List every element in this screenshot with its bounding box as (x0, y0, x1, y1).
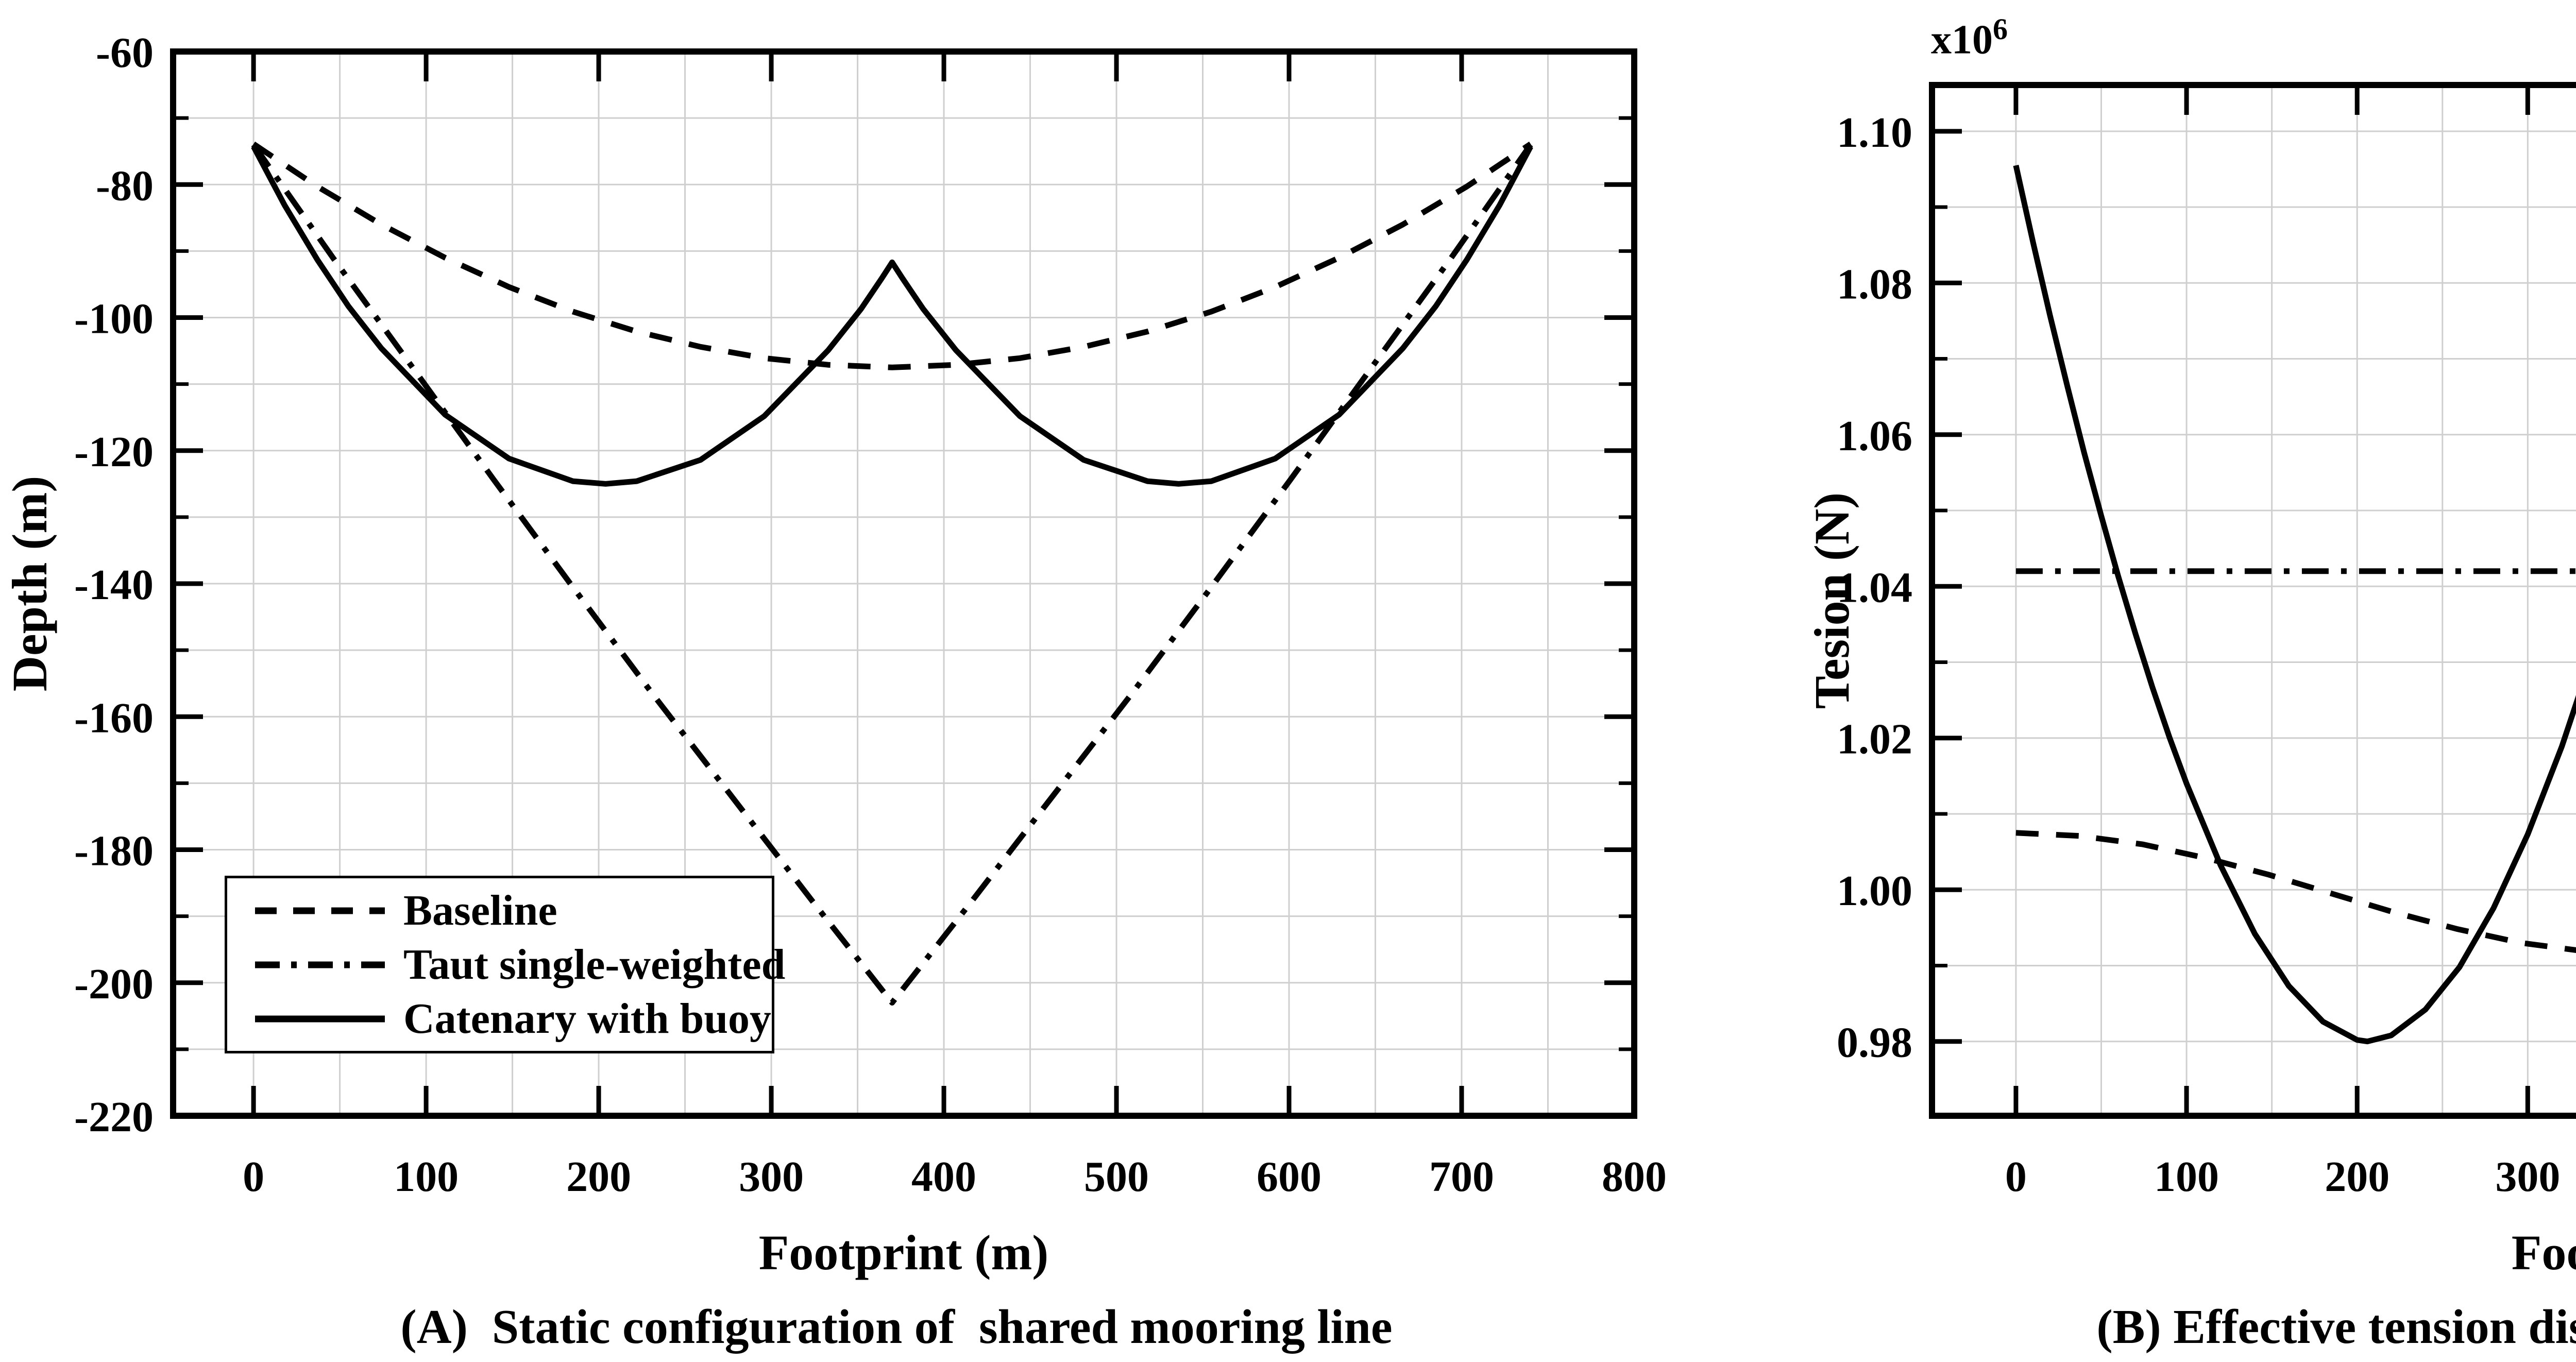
tick-labels: 0 100 200 300 400 500 600 700 800 -220 -200 -180 -16… (74, 29, 1667, 1201)
solid-line-sample-icon (255, 1015, 385, 1022)
x-tick-label: 200 (2325, 1153, 2389, 1201)
panel-b-plot: 01002003004005006007008000.981.001.021.0… (1837, 82, 2576, 1201)
legend-label: Taut single-weighted (403, 941, 786, 989)
y-tick-label: -100 (74, 295, 154, 343)
grid-lines (173, 52, 1635, 1116)
x-tick-label: 400 (911, 1153, 976, 1201)
y-tick-label: -120 (74, 428, 154, 476)
panel-a-caption: (A) Static configuration of shared moori… (400, 1300, 1393, 1354)
x-tick-label: 0 (2005, 1153, 2027, 1201)
series-solid-line (2013, 164, 2576, 1045)
y-tick-label: 1.08 (1837, 260, 1912, 308)
x-tick-label: 300 (2495, 1153, 2560, 1201)
panel-b-caption: (B) Effective tension distribution of sh… (2096, 1300, 2576, 1354)
exponent-power: 6 (1993, 12, 2008, 46)
exponent-base: x10 (1931, 17, 1993, 63)
panel-a-x-axis-title: Footprint (m) (758, 1225, 1049, 1280)
x-tick-label: 600 (1257, 1153, 1321, 1201)
x-tick-label: 0 (243, 1153, 264, 1201)
y-tick-label: -180 (74, 827, 154, 875)
y-tick-label: 0.98 (1837, 1019, 1912, 1067)
panel-a-legend: Baseline Taut single-weighted Catenary w… (225, 876, 785, 1053)
x-tick-label: 100 (394, 1153, 459, 1201)
x-tick-label: 300 (739, 1153, 804, 1201)
y-tick-label: -140 (74, 561, 154, 609)
grid-lines (1932, 85, 2576, 1116)
series-dashed-line (2015, 830, 2576, 953)
legend-item-catenary-with-buoy: Catenary with buoy (254, 994, 772, 1044)
dashed-line-sample-icon (255, 907, 385, 914)
legend-label: Catenary with buoy (403, 995, 772, 1043)
y-tick-label: -80 (96, 162, 154, 210)
y-tick-label: 1.04 (1837, 564, 1912, 611)
series-lines (2013, 164, 2576, 1045)
dashdot-line-sample-icon (255, 961, 385, 968)
legend-item-baseline: Baseline (254, 886, 772, 935)
x-tick-label: 100 (2154, 1153, 2219, 1201)
panel-a-y-axis-title: Depth (m) (2, 475, 57, 692)
series-lines (251, 141, 1533, 1006)
series-dashdot-line (251, 143, 1533, 1006)
tick-marks (1932, 85, 2530, 1116)
tick-labels: 01002003004005006007008000.981.001.021.0… (1837, 109, 2560, 1201)
y-tick-label: 1.06 (1837, 412, 1912, 460)
y-tick-label: 1.10 (1837, 109, 1912, 157)
x-tick-label: 700 (1429, 1153, 1494, 1201)
legend-label: Baseline (403, 887, 557, 934)
y-tick-label: 1.00 (1837, 867, 1912, 915)
panel-b-x-axis-title: Footprint (m) (2511, 1225, 2576, 1280)
axes-frame (170, 48, 1637, 1119)
series-dashed-line (252, 141, 1533, 370)
y-tick-label: 1.02 (1837, 716, 1912, 763)
y-tick-label: -220 (74, 1093, 154, 1141)
y-tick-label: -200 (74, 960, 154, 1008)
axes-frame (1929, 82, 2576, 1119)
legend-item-taut-single-weighted: Taut single-weighted (254, 940, 785, 990)
y-tick-label: -160 (74, 694, 154, 742)
x-tick-label: 200 (566, 1153, 631, 1201)
x-tick-label: 800 (1602, 1153, 1667, 1201)
panel-b-exponent-label: x106 (1931, 14, 2008, 61)
series-solid-line (251, 145, 1533, 487)
panel-b-y-axis-title: Tesion (N) (1804, 492, 1859, 709)
panel-a-plot: 0 100 200 300 400 500 600 700 800 -220 -200 -180 -16… (74, 29, 1667, 1201)
y-tick-label: -60 (96, 29, 154, 77)
x-tick-label: 500 (1084, 1153, 1149, 1201)
